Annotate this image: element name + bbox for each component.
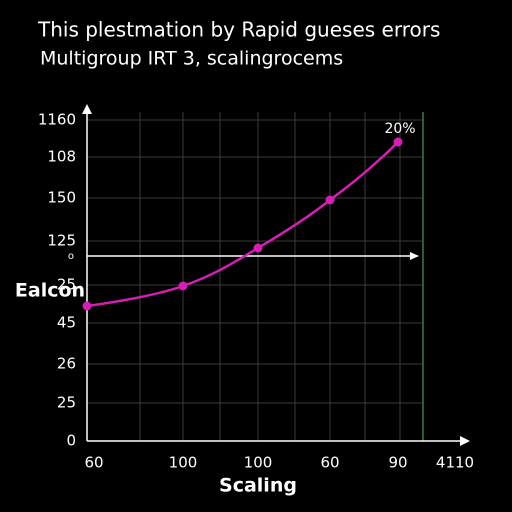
x-tick-label: 4110: [436, 454, 474, 472]
annotation: 20%: [384, 121, 415, 137]
marker: [253, 243, 263, 253]
title: This plestmation by Rapid gueses errors: [37, 18, 440, 42]
y-tick-label: 0: [66, 432, 76, 450]
y-tick-label: 108: [47, 148, 76, 166]
x-tick-label: 60: [320, 454, 339, 472]
markers: [82, 137, 403, 311]
x-tick-label: 90: [388, 454, 407, 472]
y-axis-label: Ealcon: [15, 280, 85, 302]
y-tick-label: 26: [57, 355, 76, 373]
x-tick-label: 100: [244, 454, 273, 472]
y-arrow: [82, 104, 92, 114]
y-tick-label: 125: [47, 232, 76, 250]
x-tick-label: 100: [169, 454, 198, 472]
marker: [82, 301, 92, 311]
marker: [393, 137, 403, 147]
subtitle: Multigroup IRT 3, scalingrocems: [40, 48, 343, 70]
y-tick-label: 1160: [38, 111, 76, 129]
marker: [178, 281, 188, 291]
reference-arrow: [410, 252, 419, 260]
grid: [87, 112, 423, 441]
y-tick-label: o: [68, 251, 74, 262]
x-arrow: [460, 436, 470, 446]
y-tick-label: 45: [57, 314, 76, 332]
x-axis-label: Scaling: [219, 475, 297, 497]
y-tick-label: 150: [47, 189, 76, 207]
marker: [325, 195, 335, 205]
y-tick-label: 25: [57, 276, 76, 294]
x-tick-label: 60: [84, 454, 103, 472]
y-tick-label: 25: [57, 394, 76, 412]
